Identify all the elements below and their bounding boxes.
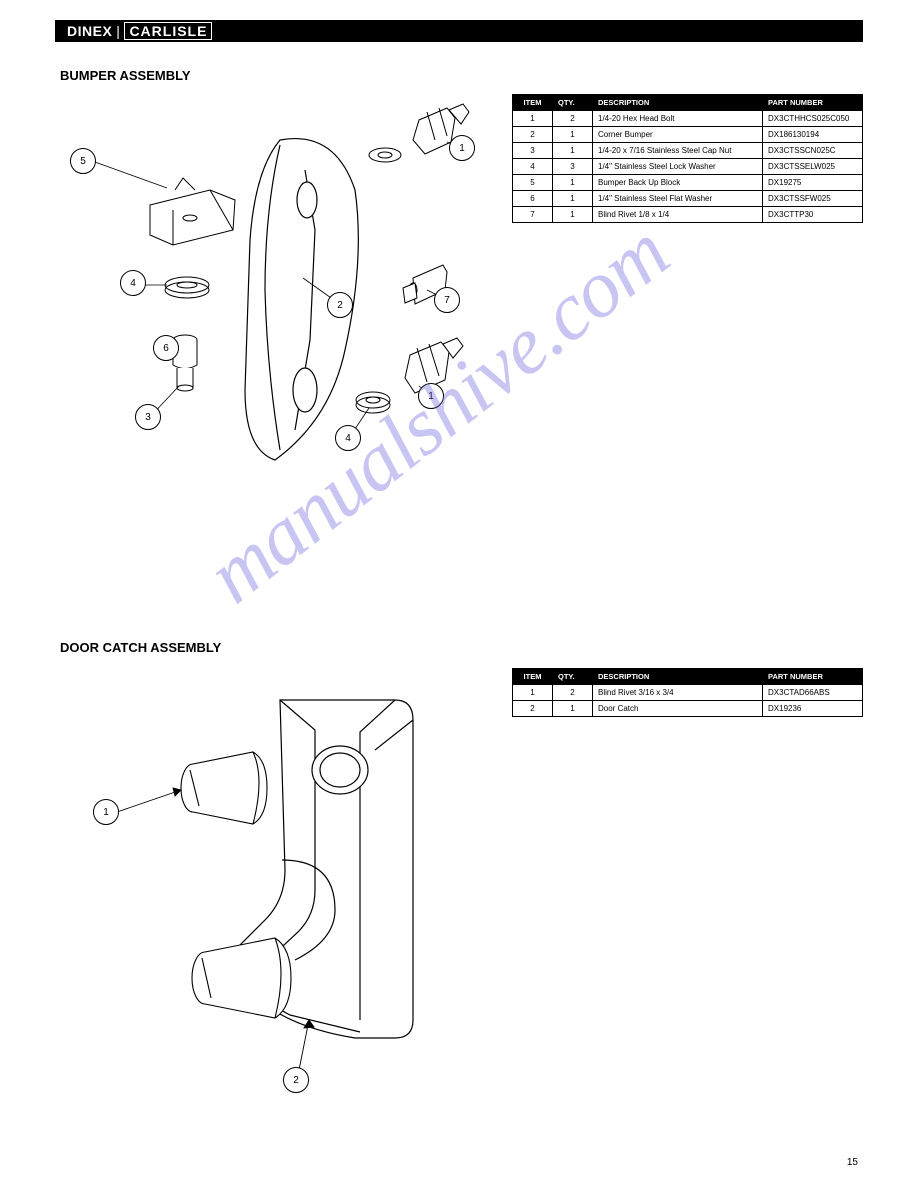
section-title-doorcatch: DOOR CATCH ASSEMBLY	[60, 640, 221, 655]
brand-header: DINEX | CARLISLE	[55, 20, 863, 42]
table-row: 12Blind Rivet 3/16 x 3/4DX3CTAD66ABS	[513, 685, 863, 701]
table-cell: Blind Rivet 1/8 x 1/4	[593, 207, 763, 223]
col-header: QTY.	[553, 669, 593, 685]
table-row: 71Blind Rivet 1/8 x 1/4DX3CTTP30	[513, 207, 863, 223]
callout-6: 6	[153, 335, 179, 361]
table-cell: 3	[553, 159, 593, 175]
brand-carlisle: CARLISLE	[124, 22, 212, 40]
table-cell: DX3CTHHCS025C050	[763, 111, 863, 127]
table-row: 21Door CatchDX19236	[513, 701, 863, 717]
table-cell: Corner Bumper	[593, 127, 763, 143]
callout-1: 1	[418, 383, 444, 409]
table-cell: 1	[513, 111, 553, 127]
table-cell: 1/4-20 Hex Head Bolt	[593, 111, 763, 127]
table-row: 21Corner BumperDX186130194	[513, 127, 863, 143]
table-cell: 7	[513, 207, 553, 223]
table-cell: 2	[513, 127, 553, 143]
table-cell: DX3CTAD66ABS	[763, 685, 863, 701]
table-cell: 5	[513, 175, 553, 191]
table-cell: 2	[553, 111, 593, 127]
table-cell: 2	[553, 685, 593, 701]
table-cell: 1	[513, 685, 553, 701]
table-row: 51Bumper Back Up BlockDX19275	[513, 175, 863, 191]
table-cell: DX3CTSSCN025C	[763, 143, 863, 159]
bumper-parts-table: ITEMQTY.DESCRIPTIONPART NUMBER 121/4-20 …	[512, 94, 863, 223]
table-cell: Door Catch	[593, 701, 763, 717]
col-header: DESCRIPTION	[593, 95, 763, 111]
table-cell: DX19236	[763, 701, 863, 717]
table-cell: 1/4" Stainless Steel Flat Washer	[593, 191, 763, 207]
table-row: 311/4-20 x 7/16 Stainless Steel Cap NutD…	[513, 143, 863, 159]
table-cell: 1	[553, 701, 593, 717]
col-header: ITEM	[513, 95, 553, 111]
table-cell: 3	[513, 143, 553, 159]
table-cell: Blind Rivet 3/16 x 3/4	[593, 685, 763, 701]
table-cell: 1	[553, 127, 593, 143]
col-header: PART NUMBER	[763, 669, 863, 685]
page-number: 15	[847, 1157, 858, 1168]
doorcatch-parts-table: ITEMQTY.DESCRIPTIONPART NUMBER 12Blind R…	[512, 668, 863, 717]
table-cell: Bumper Back Up Block	[593, 175, 763, 191]
callout-2: 2	[283, 1067, 309, 1093]
table-cell: DX3CTSSFW025	[763, 191, 863, 207]
table-row: 611/4" Stainless Steel Flat WasherDX3CTS…	[513, 191, 863, 207]
callout-2: 2	[327, 292, 353, 318]
col-header: PART NUMBER	[763, 95, 863, 111]
table-cell: 1	[553, 143, 593, 159]
table-cell: DX3CTTP30	[763, 207, 863, 223]
brand-divider: |	[116, 23, 120, 39]
table-cell: 2	[513, 701, 553, 717]
table-cell: 1/4" Stainless Steel Lock Washer	[593, 159, 763, 175]
callout-7: 7	[434, 287, 460, 313]
table-cell: DX19275	[763, 175, 863, 191]
brand-dinex: DINEX	[67, 23, 112, 39]
col-header: DESCRIPTION	[593, 669, 763, 685]
table-cell: 4	[513, 159, 553, 175]
bumper-diagram	[55, 90, 485, 490]
section-title-bumper: BUMPER ASSEMBLY	[60, 68, 191, 83]
callout-1: 1	[93, 799, 119, 825]
table-cell: 1/4-20 x 7/16 Stainless Steel Cap Nut	[593, 143, 763, 159]
table-cell: 6	[513, 191, 553, 207]
callout-4: 4	[120, 270, 146, 296]
col-header: QTY.	[553, 95, 593, 111]
callout-1: 1	[449, 135, 475, 161]
table-cell: 1	[553, 207, 593, 223]
callout-5: 5	[70, 148, 96, 174]
table-cell: DX3CTSSELW025	[763, 159, 863, 175]
table-row: 121/4-20 Hex Head BoltDX3CTHHCS025C050	[513, 111, 863, 127]
table-row: 431/4" Stainless Steel Lock WasherDX3CTS…	[513, 159, 863, 175]
col-header: ITEM	[513, 669, 553, 685]
table-cell: 1	[553, 175, 593, 191]
callout-4: 4	[335, 425, 361, 451]
table-cell: DX186130194	[763, 127, 863, 143]
table-cell: 1	[553, 191, 593, 207]
doorcatch-diagram	[55, 660, 475, 1120]
callout-3: 3	[135, 404, 161, 430]
